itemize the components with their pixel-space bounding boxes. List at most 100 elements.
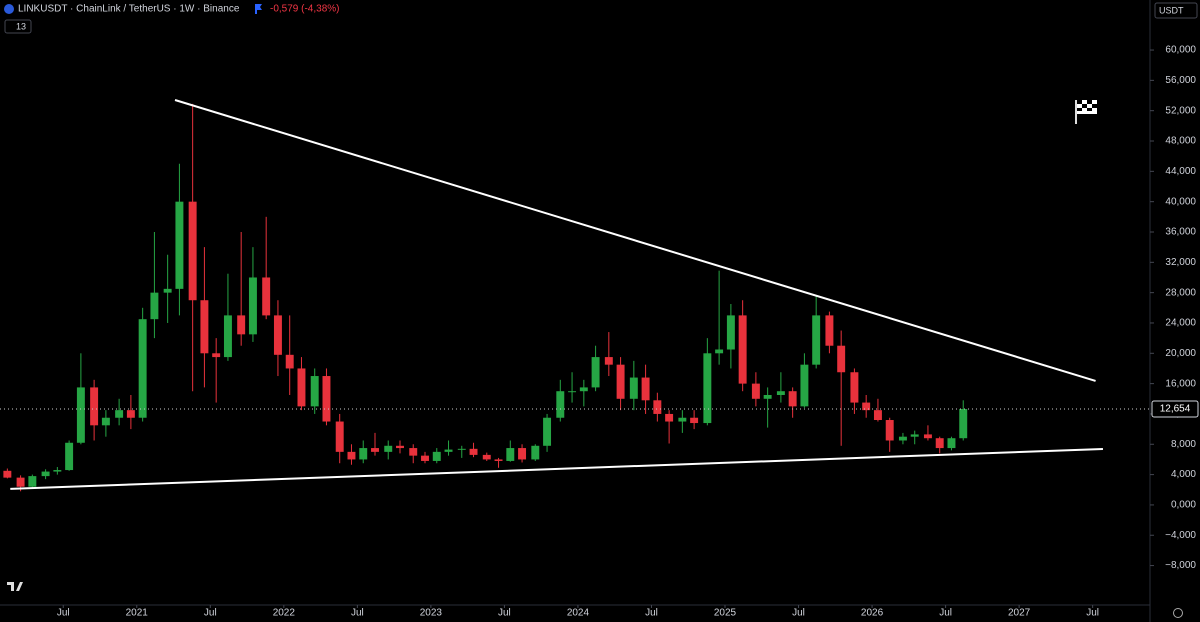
candle-body bbox=[885, 420, 894, 441]
candle-body bbox=[531, 445, 540, 460]
y-tick-label: 4,000 bbox=[1171, 469, 1196, 480]
candle-body bbox=[223, 315, 232, 358]
candle-body bbox=[690, 417, 699, 424]
candle-body bbox=[873, 410, 882, 421]
candle-body bbox=[409, 448, 418, 456]
y-tick-label: 40,000 bbox=[1165, 196, 1196, 207]
x-tick-label: Jul bbox=[1086, 608, 1099, 619]
candle-body bbox=[53, 470, 62, 472]
x-tick-label: 2023 bbox=[420, 608, 443, 619]
candle-body bbox=[738, 315, 747, 384]
x-tick-label: 2026 bbox=[861, 608, 884, 619]
y-tick-label: 48,000 bbox=[1165, 136, 1196, 147]
candle-body bbox=[175, 201, 184, 289]
candle-body bbox=[396, 445, 404, 449]
candle-body bbox=[41, 471, 50, 477]
y-tick-label: 32,000 bbox=[1165, 257, 1196, 268]
candle-body bbox=[262, 277, 271, 316]
candle-body bbox=[947, 438, 956, 449]
trendline bbox=[174, 99, 1096, 382]
candle-body bbox=[310, 376, 319, 407]
y-tick-label: 60,000 bbox=[1165, 45, 1196, 56]
candle-body bbox=[359, 448, 368, 460]
y-tick-label: 0,000 bbox=[1171, 500, 1196, 511]
candle-body bbox=[371, 448, 379, 452]
candle-body bbox=[641, 377, 650, 401]
candle-body bbox=[959, 408, 968, 439]
candle-body bbox=[212, 353, 221, 358]
x-tick-label: Jul bbox=[792, 608, 805, 619]
candle-body bbox=[273, 315, 282, 355]
y-tick-label: −8,000 bbox=[1165, 560, 1196, 571]
y-tick-label: 36,000 bbox=[1165, 227, 1196, 238]
indicator-badge[interactable] bbox=[4, 19, 32, 34]
candle-body bbox=[163, 288, 172, 293]
flag-icon bbox=[255, 4, 262, 14]
candle-body bbox=[200, 300, 209, 354]
candle-body bbox=[923, 434, 932, 439]
settings-icon[interactable] bbox=[1173, 608, 1183, 618]
finish-flag bbox=[1075, 100, 1097, 124]
candle-body bbox=[335, 421, 344, 452]
candle-body bbox=[297, 368, 306, 407]
candle-body bbox=[126, 410, 135, 418]
currency-selector[interactable] bbox=[1154, 2, 1198, 19]
candle-body bbox=[76, 387, 85, 443]
x-tick-label: 2027 bbox=[1008, 608, 1031, 619]
y-tick-label: 28,000 bbox=[1165, 287, 1196, 298]
candle-body bbox=[703, 353, 712, 424]
candle-body bbox=[862, 402, 871, 411]
candle-body bbox=[138, 319, 147, 418]
candle-body bbox=[421, 455, 429, 461]
candle-body bbox=[616, 364, 625, 399]
candle-body bbox=[482, 454, 491, 460]
candle-body bbox=[715, 349, 724, 354]
candle-body bbox=[115, 410, 124, 418]
candle-body bbox=[776, 391, 785, 395]
x-tick-label: 2022 bbox=[273, 608, 296, 619]
candle-body bbox=[678, 417, 687, 422]
y-tick-label: 16,000 bbox=[1165, 378, 1196, 389]
x-tick-label: 2024 bbox=[567, 608, 590, 619]
x-tick-label: Jul bbox=[351, 608, 364, 619]
candle-body bbox=[65, 442, 74, 471]
candle-body bbox=[3, 470, 12, 478]
candle-body bbox=[101, 417, 110, 426]
candle-body bbox=[591, 357, 600, 388]
candle-body bbox=[812, 315, 821, 365]
candle-body bbox=[800, 364, 809, 407]
candle-body bbox=[543, 417, 552, 446]
price-change: -0,579 (-4,38%) bbox=[270, 4, 339, 15]
x-tick-label: 2021 bbox=[126, 608, 149, 619]
candle-body bbox=[469, 448, 478, 455]
candle-body bbox=[28, 476, 37, 487]
candle-body bbox=[16, 477, 25, 487]
candle-body bbox=[494, 459, 503, 461]
y-tick-label: 8,000 bbox=[1171, 439, 1196, 450]
candle-body bbox=[285, 354, 294, 369]
candle-body bbox=[556, 391, 565, 418]
candle-body bbox=[432, 451, 441, 461]
candle-body bbox=[629, 377, 638, 399]
candle-body bbox=[384, 445, 393, 452]
candle-body bbox=[751, 383, 760, 399]
candle-body bbox=[825, 315, 834, 346]
x-tick-label: Jul bbox=[57, 608, 70, 619]
candle-body bbox=[898, 436, 907, 441]
y-tick-label: 56,000 bbox=[1165, 75, 1196, 86]
candle-body bbox=[150, 292, 159, 320]
candle-body bbox=[763, 394, 772, 399]
candle-body bbox=[788, 391, 797, 407]
candle-body bbox=[248, 277, 257, 335]
tv-logo bbox=[7, 582, 23, 591]
trendline bbox=[10, 447, 1103, 490]
y-tick-label: 20,000 bbox=[1165, 348, 1196, 359]
candle-body bbox=[726, 315, 735, 350]
candle-body bbox=[347, 451, 356, 460]
candle-body bbox=[604, 357, 613, 365]
candle-body bbox=[579, 387, 588, 392]
candle-body bbox=[457, 448, 466, 450]
candle-body bbox=[665, 413, 674, 422]
